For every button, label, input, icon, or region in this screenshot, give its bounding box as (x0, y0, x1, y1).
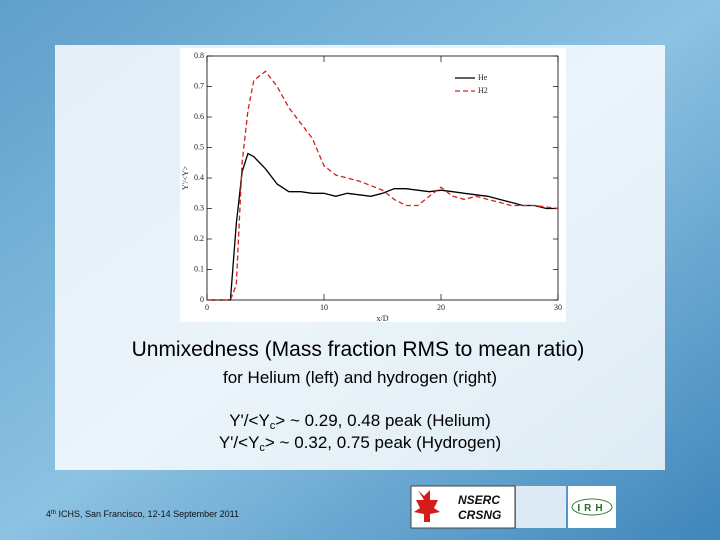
text-part: Y'/<Y (219, 433, 260, 452)
orbit (571, 498, 613, 516)
x-axis-label: x/D (377, 314, 389, 323)
auto21-logo (516, 486, 566, 528)
text-part: > ~ 0.29, 0.48 peak (Helium) (275, 411, 490, 430)
y-tick-label: 0.3 (194, 203, 204, 212)
subscript: c (270, 420, 276, 432)
text-part: Y'/<Y (229, 411, 270, 430)
text-part: 4 (46, 509, 51, 519)
subscript: c (259, 442, 265, 454)
legend-label: He (478, 73, 488, 82)
chart-image (180, 48, 566, 322)
y-tick-label: 0.1 (194, 264, 204, 273)
y-tick-label: 0.2 (194, 234, 204, 243)
logo-text: CRSNG (458, 508, 501, 522)
x-tick-label: 0 (205, 303, 209, 312)
text-part: > ~ 0.32, 0.75 peak (Hydrogen) (265, 433, 501, 452)
logo-text: NSERC (458, 493, 500, 507)
text-part: ICHS, San Francisco, 12-14 September 201… (56, 509, 239, 519)
chart: 0 0.1 0.2 0.3 0.4 0.5 0.6 0.7 0.8 0 10 20 30 x/D Y'/<Y… (181, 51, 562, 323)
summary-line: Y'/<Yc> ~ 0.29, 0.48 peak (Helium) (229, 411, 491, 432)
footer: 4th ICHS, San Francisco, 12-14 September… (46, 509, 239, 519)
data-line (207, 70, 559, 301)
y-tick-label: 0.7 (194, 81, 204, 90)
logo-text: IRH (577, 503, 606, 514)
y-tick-label: 0 (200, 295, 204, 304)
legend-label: H2 (478, 86, 488, 95)
x-tick-label: 30 (554, 303, 562, 312)
y-tick-label: 0.8 (194, 51, 204, 60)
x-tick-label: 20 (437, 303, 445, 312)
y-axis-label: Y'/<Y> (181, 165, 190, 190)
superscript: th (51, 510, 56, 516)
x-tick-label: 10 (320, 303, 328, 312)
irh-logo (568, 486, 616, 528)
maple-leaf (414, 490, 440, 522)
y-tick-label: 0.6 (194, 112, 204, 121)
summary-line: Y'/<Yc> ~ 0.32, 0.75 peak (Hydrogen) (219, 433, 501, 454)
y-tick-label: 0.4 (194, 173, 204, 182)
data-line (207, 152, 558, 301)
slide-title: Unmixedness (Mass fraction RMS to mean r… (132, 338, 585, 361)
slide-subtitle: for Helium (left) and hydrogen (right) (223, 368, 497, 387)
y-tick-label: 0.5 (194, 142, 204, 151)
